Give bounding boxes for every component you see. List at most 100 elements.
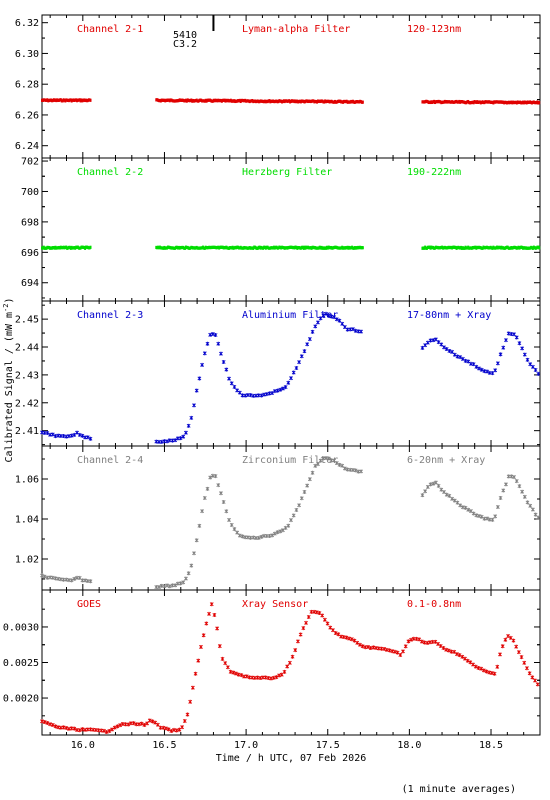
panel-label-3: 6-20nm + Xray [407, 455, 485, 466]
data-point [503, 637, 508, 642]
data-point [349, 637, 354, 642]
data-point [85, 435, 90, 440]
data-point [476, 666, 481, 671]
data-point [272, 389, 277, 394]
data-point [298, 632, 303, 637]
data-point [433, 480, 438, 485]
data-point [180, 725, 185, 730]
data-point [210, 332, 215, 337]
data-point [474, 364, 479, 369]
data-point [428, 482, 433, 487]
panel-label-2: Aluminium Filter [242, 310, 338, 321]
data-point [514, 335, 519, 340]
data-point [155, 722, 160, 727]
data-point [259, 393, 264, 398]
y-axis-label: Calibrated Signal / (mW m-2) [2, 298, 15, 463]
data-point [533, 512, 538, 517]
data-point [322, 617, 327, 622]
data-point [102, 728, 106, 733]
data-point [460, 356, 465, 361]
data-point [194, 538, 199, 543]
data-point [185, 712, 190, 717]
data-point [460, 505, 465, 510]
data-point [40, 430, 44, 435]
data-point [455, 354, 460, 359]
data-point [500, 644, 505, 649]
data-point [504, 338, 508, 343]
data-point [439, 342, 444, 347]
data-point [384, 647, 389, 652]
footnote: (1 minute averages) [402, 784, 516, 795]
data-point [450, 496, 454, 501]
data-point [69, 433, 74, 438]
y-tick-label: 0.0030 [3, 622, 39, 633]
data-point [466, 507, 471, 512]
data-point [452, 649, 457, 654]
data-point [441, 646, 446, 651]
x-tick-label: 17.5 [316, 740, 340, 751]
data-point [72, 432, 77, 437]
data-point [314, 610, 319, 615]
data-point [40, 573, 44, 578]
x-tick-label: 17.0 [234, 740, 258, 751]
data-point [287, 660, 292, 665]
data-point [463, 505, 468, 510]
data-point [227, 517, 231, 522]
data-point [498, 495, 503, 500]
data-point [512, 475, 516, 480]
data-point [302, 349, 307, 354]
data-point [112, 725, 117, 730]
data-point [291, 370, 296, 375]
data-point [474, 513, 479, 518]
data-point [275, 388, 280, 393]
data-point [344, 635, 349, 640]
y-tick-label: 6.32 [15, 18, 39, 29]
data-point [219, 351, 223, 356]
data-point [477, 514, 481, 519]
data-point [353, 328, 358, 333]
data-point [189, 563, 194, 568]
data-point [495, 505, 500, 510]
panel-frame [41, 14, 541, 159]
data-point [200, 362, 205, 367]
data-point [414, 636, 419, 641]
data-point [455, 500, 460, 505]
data-point [225, 665, 230, 670]
data-point [337, 318, 342, 323]
data-point [471, 511, 476, 516]
data-point [433, 639, 438, 644]
data-point [243, 393, 248, 398]
data-point [297, 503, 302, 508]
data-point [458, 503, 463, 508]
data-point [520, 489, 525, 494]
data-point [471, 662, 475, 667]
data-point [299, 496, 304, 501]
data-point [473, 664, 478, 669]
data-point [270, 391, 275, 395]
data-point [110, 727, 114, 732]
data-point [297, 360, 302, 365]
data-point [289, 376, 293, 381]
data-point [463, 358, 468, 363]
y-axis-label-end: ) [4, 298, 15, 304]
y-tick-label: 694 [21, 278, 39, 289]
data-point [270, 533, 275, 538]
data-point [53, 724, 58, 729]
data-point [452, 352, 457, 357]
data-point [45, 431, 50, 436]
data-point [188, 699, 193, 704]
data-point [313, 463, 318, 468]
data-point [329, 314, 334, 319]
data-point [442, 490, 446, 495]
data-point [409, 637, 414, 642]
data-point [126, 722, 131, 727]
data-point [360, 644, 365, 649]
data-point [115, 724, 120, 729]
data-point [279, 672, 284, 677]
panel-frame [41, 445, 541, 591]
panel-4: 1.02 1.04 1.06 Channel 2-4 Zirconium Filter 6… [15, 445, 541, 591]
data-point [184, 576, 188, 581]
data-point [286, 380, 291, 385]
data-point [263, 675, 268, 680]
panel-label-3: 190-222nm [407, 167, 461, 178]
